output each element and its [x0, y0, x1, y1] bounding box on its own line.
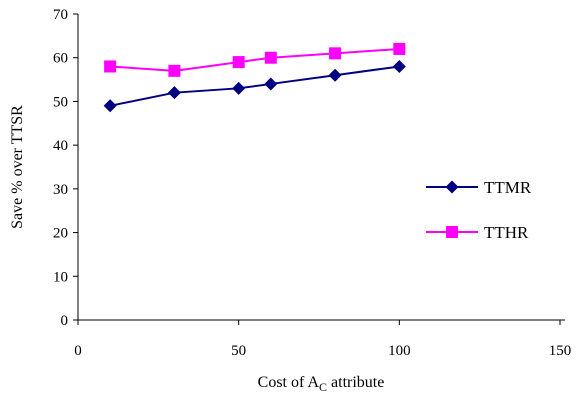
x-axis-title-suffix: attribute	[327, 374, 384, 391]
x-tick-label: 50	[231, 343, 246, 359]
series-layer	[103, 42, 406, 113]
legend-swatch-marker	[445, 180, 459, 194]
legend: TTMR TTHR	[426, 178, 532, 242]
y-tick-label: 10	[53, 269, 68, 285]
series-tthr-point	[264, 51, 277, 64]
legend-label: TTHR	[484, 223, 529, 242]
x-axis-title-subscript: C	[319, 380, 327, 394]
y-axis-title: Save % over TTSR	[9, 105, 26, 229]
series-ttmr-point	[328, 68, 342, 82]
x-tick-label: 150	[549, 343, 572, 359]
y-tick-label: 30	[53, 182, 68, 198]
x-tick-label: 100	[388, 343, 411, 359]
series-tthr-line	[110, 47, 400, 72]
x-axis-title: Cost of AC attribute	[258, 374, 385, 394]
series-tthr-point	[393, 42, 406, 55]
y-tick-label: 60	[53, 51, 68, 67]
y-tick-label: 40	[53, 138, 68, 154]
series-tthr-point	[104, 60, 117, 73]
series-ttmr-point	[392, 59, 406, 73]
series-ttmr-point	[232, 81, 246, 95]
series-ttmr	[103, 59, 406, 113]
x-axis-ticks: 0 50 100 150	[74, 320, 571, 359]
y-tick-label: 20	[53, 226, 68, 242]
legend-item-ttmr: TTMR	[426, 178, 532, 197]
series-tthr-point	[329, 47, 342, 60]
series-ttmr-point	[167, 86, 181, 100]
y-axis-ticks: 0 10 20 30 40 50 60 70	[53, 7, 78, 329]
legend-label: TTMR	[484, 178, 532, 197]
legend-swatch-marker	[446, 226, 458, 238]
series-ttmr-point	[103, 99, 117, 113]
series-tthr-point	[232, 56, 245, 69]
y-tick-label: 50	[53, 94, 68, 110]
legend-item-tthr: TTHR	[426, 223, 529, 242]
x-axis-title-main: Cost of A	[258, 374, 320, 391]
series-ttmr-point	[264, 77, 278, 91]
x-tick-label: 0	[74, 343, 82, 359]
plot-area: 0 10 20 30 40 50 60 70 0 50 100 150	[53, 7, 571, 359]
series-tthr	[104, 42, 406, 77]
y-tick-label: 0	[61, 313, 69, 329]
series-tthr-point	[168, 64, 181, 77]
series-ttmr-line	[109, 65, 400, 107]
y-tick-label: 70	[53, 7, 68, 23]
